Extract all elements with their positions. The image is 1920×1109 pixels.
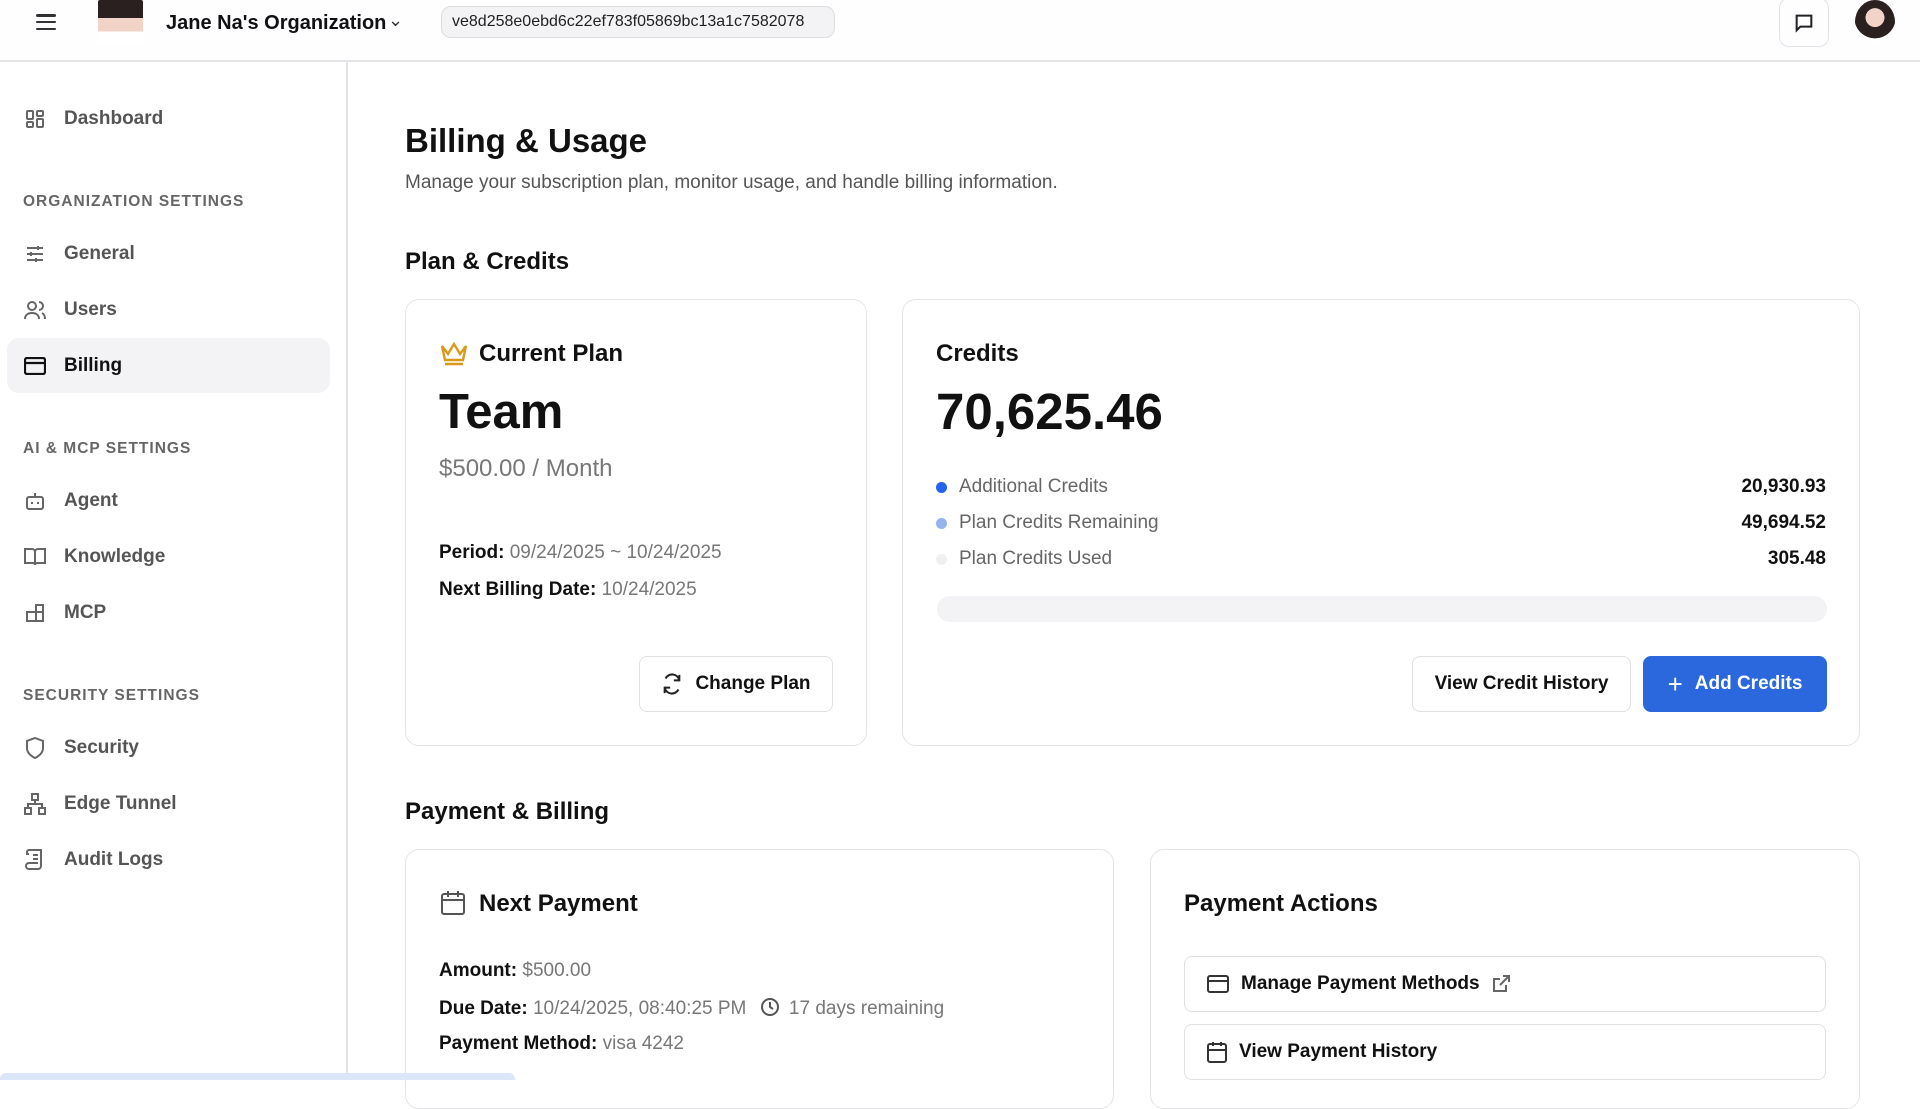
sidebar-item-label: Agent bbox=[64, 489, 118, 511]
org-avatar bbox=[98, 0, 143, 45]
section-heading: AI & MCP SETTINGS bbox=[23, 440, 192, 457]
sidebar-item-label: General bbox=[64, 242, 135, 264]
sidebar-item-label: Security bbox=[64, 736, 139, 758]
credit-breakdown-row: Plan Credits Remaining 49,694.52 bbox=[936, 512, 1826, 534]
sidebar-item-dashboard[interactable]: Dashboard bbox=[7, 91, 330, 146]
plan-heading: Current Plan bbox=[479, 340, 624, 367]
section-heading: SECURITY SETTINGS bbox=[23, 687, 200, 704]
clock-icon bbox=[760, 998, 779, 1016]
section-title: Plan & Credits bbox=[405, 248, 570, 275]
sidebar-item-label: Billing bbox=[64, 354, 123, 376]
view-credit-history-button[interactable]: View Credit History bbox=[1412, 656, 1631, 712]
credits-progress-bar bbox=[937, 596, 1827, 622]
chat-button[interactable] bbox=[1779, 0, 1829, 47]
sidebar-item-audit-logs[interactable]: Audit Logs bbox=[7, 832, 330, 887]
legend-dot bbox=[936, 517, 947, 529]
sidebar: Dashboard ORGANIZATION SETTINGS General … bbox=[0, 62, 348, 1080]
payment-actions-heading: Payment Actions bbox=[1184, 890, 1378, 917]
plus-icon: + bbox=[1667, 668, 1683, 699]
button-label: Manage Payment Methods bbox=[1241, 973, 1480, 994]
external-link-icon bbox=[1492, 975, 1510, 992]
refresh-icon bbox=[664, 673, 681, 695]
chevron-down-icon[interactable]: ⌄ bbox=[388, 10, 404, 30]
page-title: Billing & Usage bbox=[405, 122, 648, 159]
sidebar-item-label: Users bbox=[64, 298, 117, 320]
sidebar-item-knowledge[interactable]: Knowledge bbox=[7, 529, 330, 584]
message-icon bbox=[1795, 14, 1813, 33]
sliders-icon bbox=[23, 242, 47, 266]
add-credits-button[interactable]: + Add Credits bbox=[1643, 656, 1827, 712]
credit-card-icon bbox=[1207, 975, 1229, 993]
network-icon bbox=[23, 792, 47, 816]
book-icon bbox=[23, 545, 47, 569]
current-plan-card: Current Plan Team $500.00 / Month Period… bbox=[405, 299, 867, 746]
credit-breakdown-row: Additional Credits 20,930.93 bbox=[936, 476, 1826, 498]
section-title: Payment & Billing bbox=[405, 798, 610, 825]
sidebar-item-agent[interactable]: Agent bbox=[7, 473, 330, 528]
calendar-icon bbox=[441, 891, 465, 915]
button-label: View Credit History bbox=[1434, 673, 1609, 694]
legend-dot bbox=[936, 481, 947, 493]
top-bar: Jane Na's Organization ⌄ ve8d258e0ebd6c2… bbox=[0, 0, 1920, 62]
button-label: Add Credits bbox=[1694, 673, 1803, 694]
plan-price: $500.00 / Month bbox=[439, 455, 613, 482]
change-plan-button[interactable]: Change Plan bbox=[639, 656, 833, 712]
button-label: View Payment History bbox=[1239, 1041, 1438, 1062]
plan-next-billing: Next Billing Date: 10/24/2025 bbox=[439, 579, 697, 600]
sidebar-item-general[interactable]: General bbox=[7, 226, 330, 281]
manage-payment-methods-button[interactable]: Manage Payment Methods bbox=[1184, 956, 1826, 1012]
credits-card: Credits 70,625.46 Additional Credits 20,9… bbox=[902, 299, 1860, 746]
credit-breakdown-row: Plan Credits Used 305.48 bbox=[936, 548, 1826, 570]
next-payment-card: Next Payment Amount: $500.00 Due Date: 1… bbox=[405, 849, 1114, 1109]
sidebar-item-billing[interactable]: Billing bbox=[7, 338, 330, 393]
crown-icon bbox=[440, 342, 468, 366]
legend-dot bbox=[936, 553, 947, 565]
next-payment-heading: Next Payment bbox=[479, 890, 638, 917]
plan-name: Team bbox=[439, 385, 564, 439]
bottom-notification-bar bbox=[0, 1073, 515, 1080]
sidebar-item-label: Edge Tunnel bbox=[64, 792, 177, 814]
plan-period: Period: 09/24/2025 ~ 10/24/2025 bbox=[439, 542, 722, 563]
org-id-badge[interactable]: ve8d258e0ebd6c22ef783f05869bc13a1c758207… bbox=[441, 6, 835, 38]
section-heading: ORGANIZATION SETTINGS bbox=[23, 193, 245, 210]
sidebar-item-label: Audit Logs bbox=[64, 848, 164, 870]
credit-value: 49,694.52 bbox=[1741, 512, 1826, 533]
credits-heading: Credits bbox=[936, 340, 1019, 367]
users-icon bbox=[23, 298, 47, 322]
scroll-icon bbox=[23, 848, 47, 872]
sidebar-item-mcp[interactable]: MCP bbox=[7, 585, 330, 640]
calendar-icon bbox=[1207, 1042, 1227, 1063]
payment-actions-card: Payment Actions Manage Payment Methods V… bbox=[1150, 849, 1860, 1109]
credit-label: Plan Credits Used bbox=[959, 548, 1113, 569]
menu-icon[interactable] bbox=[36, 14, 56, 30]
credit-value: 305.48 bbox=[1767, 548, 1826, 569]
payment-amount: Amount: $500.00 bbox=[439, 960, 592, 981]
payment-method: Payment Method: visa 4242 bbox=[439, 1033, 684, 1054]
sidebar-item-label: Dashboard bbox=[64, 107, 164, 129]
credits-total: 70,625.46 bbox=[936, 383, 1163, 440]
shield-icon bbox=[23, 736, 47, 760]
payment-due-date: Due Date: 10/24/2025, 08:40:25 PM 17 day… bbox=[439, 998, 945, 1019]
dashboard-icon bbox=[23, 107, 47, 131]
credit-card-icon bbox=[23, 354, 47, 378]
sidebar-item-security[interactable]: Security bbox=[7, 720, 330, 775]
credit-label: Additional Credits bbox=[959, 476, 1108, 497]
bot-icon bbox=[23, 489, 47, 513]
user-avatar[interactable] bbox=[1855, 0, 1895, 44]
sidebar-item-label: Knowledge bbox=[64, 545, 166, 567]
credit-value: 20,930.93 bbox=[1741, 476, 1826, 497]
days-remaining: 17 days remaining bbox=[788, 998, 945, 1019]
blocks-icon bbox=[23, 601, 47, 625]
credit-label: Plan Credits Remaining bbox=[959, 512, 1159, 533]
sidebar-item-users[interactable]: Users bbox=[7, 282, 330, 337]
page-subtitle: Manage your subscription plan, monitor u… bbox=[405, 172, 1058, 193]
org-name[interactable]: Jane Na's Organization bbox=[166, 12, 387, 34]
sidebar-item-label: MCP bbox=[64, 601, 107, 623]
sidebar-item-edge-tunnel[interactable]: Edge Tunnel bbox=[7, 776, 330, 831]
button-label: Change Plan bbox=[695, 673, 811, 694]
view-payment-history-button[interactable]: View Payment History bbox=[1184, 1024, 1826, 1080]
